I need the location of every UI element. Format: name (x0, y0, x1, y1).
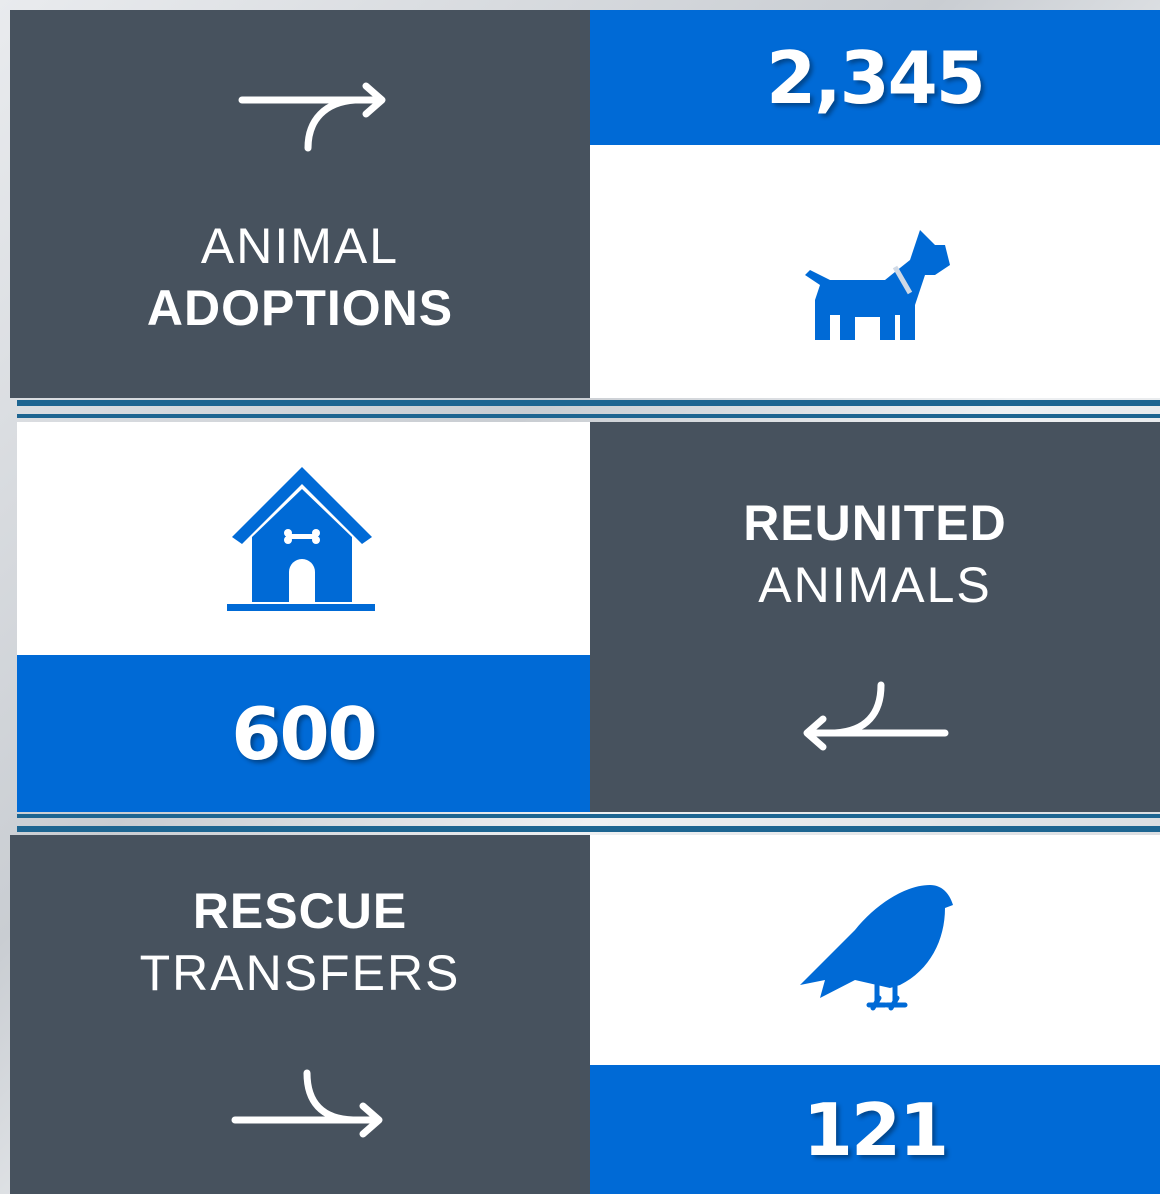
label-light: TRANSFERS (139, 945, 461, 1001)
arrow-icon (803, 681, 949, 751)
icon-panel (590, 835, 1160, 1065)
separator (17, 814, 1160, 818)
reunited-panel: REUNITED ANIMALS (590, 422, 1160, 812)
bird-icon (800, 885, 953, 1011)
arrow-icon (238, 82, 386, 152)
label-bold: RESCUE (192, 883, 408, 939)
stat-number: 121 (590, 1065, 1160, 1194)
house-icon (227, 467, 375, 611)
stat-label: ANIMAL ADOPTIONS (10, 215, 590, 339)
label-bold: REUNITED (743, 495, 1007, 551)
icon-panel (590, 145, 1160, 398)
separator (17, 400, 1160, 406)
transfers-panel: RESCUE TRANSFERS (10, 835, 590, 1194)
dog-icon (805, 230, 950, 340)
stat-number: 2,345 (590, 10, 1160, 145)
stat-number: 600 (17, 655, 590, 812)
separator (17, 826, 1160, 832)
stat-label: RESCUE TRANSFERS (10, 880, 590, 1004)
adoptions-panel: ANIMAL ADOPTIONS (10, 10, 590, 398)
label-light: ANIMALS (758, 557, 992, 613)
separator (17, 414, 1160, 418)
icon-panel (17, 422, 590, 655)
stat-label: REUNITED ANIMALS (590, 492, 1160, 616)
label-light: ANIMAL (200, 218, 400, 274)
arrow-icon (231, 1069, 383, 1138)
label-bold: ADOPTIONS (146, 280, 454, 336)
